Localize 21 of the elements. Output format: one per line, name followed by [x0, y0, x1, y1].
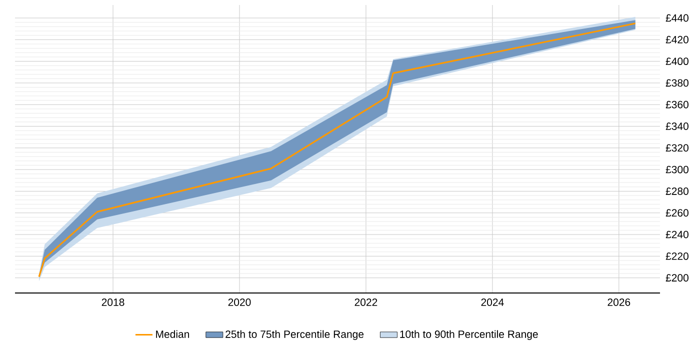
y-tick-label: £280: [666, 188, 688, 195]
legend-label: Median: [156, 330, 190, 338]
legend-label: 10th to 90th Percentile Range: [400, 330, 538, 340]
y-tick-label: £320: [666, 144, 688, 152]
y-tick-label: £200: [666, 274, 688, 282]
y-tick-label: £260: [666, 209, 688, 217]
x-tick-label: 2022: [354, 298, 378, 306]
y-tick-label: £360: [666, 100, 688, 108]
x-tick-label: 2018: [102, 298, 124, 306]
x-tick-label: 2026: [608, 298, 630, 306]
y-tick-label: £340: [666, 122, 688, 130]
x-tick-label: 2020: [228, 298, 251, 306]
y-tick-label: £240: [666, 230, 688, 238]
y-tick-label: £300: [666, 166, 688, 174]
y-tick-label: £420: [666, 36, 688, 44]
y-tick-label: £440: [666, 14, 688, 22]
legend-label: 25th to 75th Percentile Range: [226, 330, 364, 340]
y-tick-label: £380: [666, 79, 688, 87]
y-tick-label: £220: [666, 252, 688, 260]
x-tick-label: 2024: [481, 298, 504, 306]
y-tick-label: £400: [666, 58, 688, 66]
